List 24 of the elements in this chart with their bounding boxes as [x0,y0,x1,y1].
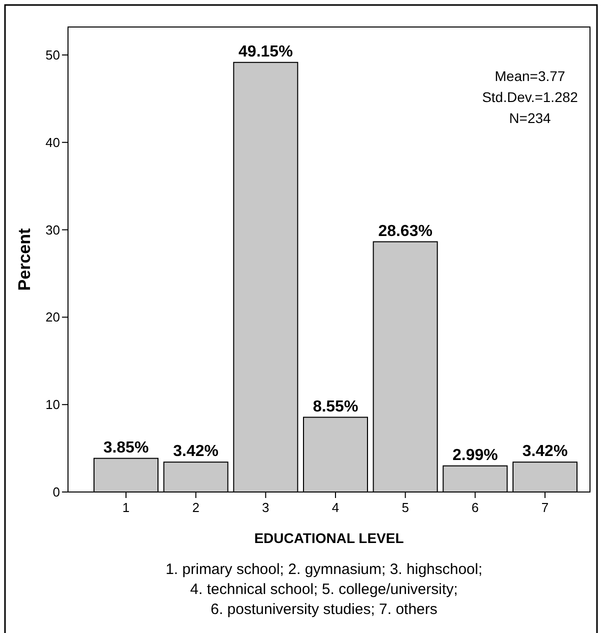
data-label: 2.99% [452,446,498,464]
y-tick-label: 40 [46,134,60,150]
x-tick-label: 7 [541,500,549,515]
data-label: 28.63% [378,222,432,240]
x-tick-label: 5 [402,500,409,515]
data-label: 3.42% [173,443,219,460]
y-tick-label: 50 [46,48,60,63]
y-tick-label: 30 [46,222,60,238]
x-tick-label: 2 [192,500,200,515]
x-tick-label: 3 [262,500,270,515]
y-tick-label: 10 [46,397,60,412]
text: 1. primary school; 2. gymnasium; 3. highschool; 4. technical school; 5. college/university; 6. postuniversity studies; 7. others [166,561,482,618]
data-label: 49.15% [238,43,293,60]
data-label: 3.42% [522,443,568,460]
y-tick-label: 20 [46,310,60,325]
x-axis-title: EDUCATIONAL LEVEL [254,530,404,546]
x-tick-label: 1 [122,500,130,515]
y-axis-title: Percent [15,228,34,291]
data-label: 8.55% [312,398,358,416]
data-label: 3.85% [103,439,149,456]
x-tick-label: 6 [472,500,479,515]
y-tick-label: 0 [52,484,60,500]
x-tick-label: 4 [332,500,340,515]
annotation: Mean=3.77 Std.Dev.=1.282 N=234 [482,68,578,126]
